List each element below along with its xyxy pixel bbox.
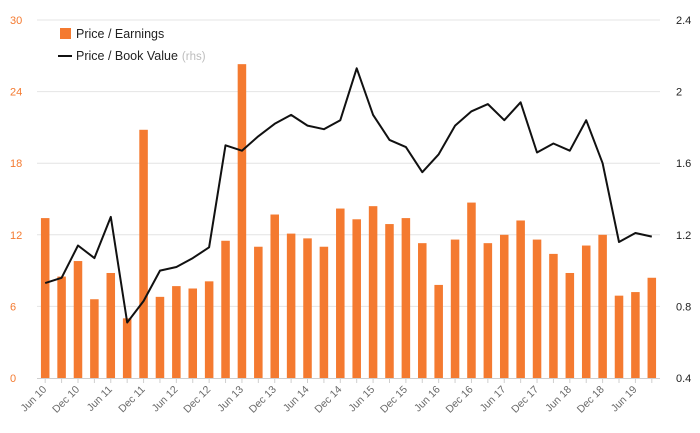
pe-bar xyxy=(565,272,575,378)
pe-bar xyxy=(352,219,361,378)
pe-bar xyxy=(106,272,116,378)
legend-label-price-book: Price / Book Value (rhs) xyxy=(76,49,206,63)
x-tick-label: Jun 16 xyxy=(412,384,443,415)
pe-bar xyxy=(499,234,509,378)
pe-bar xyxy=(631,292,640,378)
pe-bar xyxy=(188,288,198,378)
x-tick-label: Jun 18 xyxy=(543,384,574,415)
x-tick-label: Jun 12 xyxy=(150,384,181,415)
pe-bar xyxy=(40,218,50,378)
right-tick-label: 2 xyxy=(676,87,682,99)
x-tick-label: Dec 10 xyxy=(50,384,82,416)
pe-bar xyxy=(204,281,214,378)
pe-bar xyxy=(122,318,132,378)
pe-bar xyxy=(90,299,99,378)
legend-label-price-earnings: Price / Earnings xyxy=(76,27,164,41)
x-tick-label: Jun 17 xyxy=(478,384,509,415)
left-tick-label: 30 xyxy=(10,15,22,27)
pe-bar xyxy=(73,261,83,378)
pe-bar xyxy=(516,220,525,378)
pe-bar xyxy=(172,286,181,378)
pe-bar xyxy=(532,239,542,378)
pe-bar xyxy=(155,296,165,378)
pe-bars xyxy=(40,64,657,379)
right-tick-label: 1.2 xyxy=(676,230,691,242)
x-tick-label: Dec 14 xyxy=(312,384,344,416)
pe-bar xyxy=(286,233,296,378)
pe-bar xyxy=(549,253,558,378)
right-tick-label: 0.8 xyxy=(676,301,691,313)
pe-bar xyxy=(467,202,476,378)
x-tick-label: Dec 17 xyxy=(509,384,541,416)
x-tick-label: Dec 13 xyxy=(247,384,279,416)
left-tick-label: 12 xyxy=(10,230,22,242)
left-tick-label: 24 xyxy=(10,87,22,99)
legend: Price / Earnings Price / Book Value (rhs) xyxy=(58,27,206,63)
pe-bar xyxy=(319,246,329,378)
x-tick-label: Dec 11 xyxy=(116,384,148,416)
pe-bar xyxy=(139,129,148,378)
pe-bar xyxy=(434,284,443,378)
pe-bar xyxy=(450,239,460,378)
x-tick-label: Jun 14 xyxy=(281,384,312,415)
pe-bar xyxy=(336,208,345,378)
x-tick-label: Jun 19 xyxy=(609,384,640,415)
left-tick-label: 18 xyxy=(10,158,22,170)
x-tick-label: Jun 13 xyxy=(215,384,246,415)
left-tick-label: 0 xyxy=(10,373,16,385)
pe-bar xyxy=(401,218,411,378)
pe-bar xyxy=(647,277,657,378)
pe-bar xyxy=(581,245,591,378)
pb-line xyxy=(44,67,653,324)
x-tick-label: Jun 10 xyxy=(19,384,50,415)
pe-bar xyxy=(614,295,624,378)
pe-bar xyxy=(270,214,279,378)
right-tick-label: 1.6 xyxy=(676,158,691,170)
x-tick-label: Jun 11 xyxy=(85,384,115,414)
legend-swatch-price-earnings xyxy=(60,28,71,39)
pe-bar xyxy=(385,224,394,378)
pe-bar xyxy=(237,64,247,379)
x-tick-label: Jun 15 xyxy=(346,384,377,415)
pe-bar xyxy=(221,240,230,378)
x-tick-label: Dec 12 xyxy=(181,384,213,416)
x-tick-label: Dec 18 xyxy=(575,384,607,416)
x-tick-label: Dec 16 xyxy=(444,384,476,416)
pe-bar xyxy=(368,206,378,378)
pe-bar xyxy=(598,234,607,378)
x-tick-label: Dec 15 xyxy=(378,384,410,416)
right-tick-label: 2.4 xyxy=(676,15,691,27)
pe-bar xyxy=(303,238,312,378)
pe-bar xyxy=(483,243,493,378)
pb-line-layer xyxy=(44,67,653,324)
pe-bar xyxy=(254,246,263,378)
left-tick-label: 6 xyxy=(10,301,16,313)
pe-bar xyxy=(418,243,427,378)
right-tick-label: 0.4 xyxy=(676,373,691,385)
pe-bar xyxy=(57,276,66,378)
